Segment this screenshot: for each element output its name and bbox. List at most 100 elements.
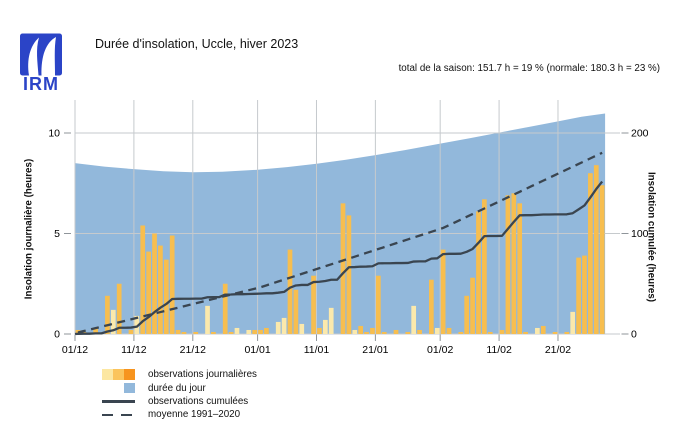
irm-logo-icon [20,33,62,76]
daily-observation-bar [564,331,570,334]
x-tick-label: 21/12 [180,344,206,356]
daily-observation-bar [375,275,381,334]
daily-observation-bar [134,315,140,334]
normal-mean-swatch-icon [102,413,136,417]
daily-observation-bar [588,173,593,334]
daily-observation-bar [476,211,481,334]
daily-observation-bar [281,317,287,334]
daily-observation-bar [328,307,334,334]
daily-observation-bar [487,331,493,334]
daily-observation-bar [352,329,358,334]
legend-label-cumulative-observations: observations cumulées [148,395,249,407]
legend-row-daily-observations: observations journalières [102,368,257,381]
daily-observation-bar [570,311,576,334]
daily-observation-bar [93,327,98,334]
cumulative-line-swatch-icon [102,400,136,403]
daily-observation-bar [446,327,452,334]
daily-observation-bar [482,199,487,334]
daily-observation-bar [175,329,181,334]
daily-observation-bar [228,331,234,334]
daily-observation-bar [358,325,364,334]
daily-observation-bar [440,249,446,334]
legend-label-day-length: durée du jour [148,382,206,394]
daily-observation-bar [146,251,151,334]
daily-observation-bar [429,279,434,334]
daily-observation-bar [464,295,470,334]
daily-observation-bar [470,277,475,334]
daily-observation-bar [299,323,305,334]
daily-observation-bar [140,225,146,334]
x-tick-label: 21/02 [545,344,571,356]
daily-observation-bar [582,255,587,334]
irm-logo-text: IRM [23,74,59,94]
daily-observation-bar [393,329,399,334]
cumulative-observations-line [74,180,604,336]
daily-observation-bar [499,329,505,334]
daily-observation-bar [434,327,440,334]
daily-observation-bar [152,233,157,334]
right-tick-label: 0 [631,329,637,341]
daily-observation-bar [287,249,293,334]
daily-observation-bar [340,203,346,334]
daily-observation-bar [322,319,328,334]
daily-observation-bar [110,309,116,334]
daily-observation-bar [593,165,599,334]
legend-row-normal-mean: moyenne 1991–2020 [102,408,257,421]
day-length-swatch-icon [102,382,136,394]
daily-observation-bar [252,329,257,334]
daily-observation-bar [411,305,417,334]
daily-observation-bar [264,327,269,334]
left-tick-label: 5 [54,228,60,240]
daily-observation-bar [163,259,169,334]
daily-observation-bar [181,331,187,334]
right-tick-label: 100 [631,228,649,240]
x-tick-label: 11/01 [304,344,330,356]
daily-observation-bar [458,331,464,334]
daily-observation-bar [505,195,511,334]
x-tick-label: 01/02 [427,344,453,356]
daily-observation-bar [205,305,210,334]
page-title: Durée d'insolation, Uccle, hiver 2023 [95,37,299,51]
chart-legend: observations journalières durée du jour … [102,368,257,422]
legend-row-cumulative-observations: observations cumulées [102,395,257,408]
x-tick-label: 11/12 [121,344,147,356]
daily-observation-bar [169,235,175,334]
x-tick-label: 11/02 [486,344,512,356]
daily-observation-bar [523,331,528,334]
daily-observation-bar [234,327,240,334]
left-axis-title: Insolation journalière (heures) [23,158,35,300]
daily-observation-bar [275,321,281,334]
daily-observation-bar [535,327,540,334]
daily-observation-bar [381,331,387,334]
daily-observation-bar [576,257,581,334]
x-tick-label: 01/01 [244,344,270,356]
daily-observation-bar [246,329,252,334]
daily-observation-bar [158,245,163,334]
normal-mean-line [77,151,603,334]
daily-observation-bar [599,185,605,334]
left-tick-label: 0 [54,329,60,341]
daily-observation-bar [211,331,216,334]
x-tick-label: 01/12 [62,344,88,356]
daily-observation-bar [552,331,558,334]
right-tick-label: 200 [631,128,649,140]
daily-observation-bar [540,325,546,334]
daily-bars-swatch-icon [102,369,136,380]
daily-observation-bar [405,331,411,334]
right-axis-title: Insolation cumulée (heures) [645,171,657,303]
daily-observation-bar [128,329,134,334]
daily-observation-bar [258,329,263,334]
daily-observation-bar [317,327,322,334]
left-tick-label: 10 [48,128,60,140]
daily-observation-bar [311,275,316,334]
daily-observation-bar [116,283,122,334]
daily-observation-bar [346,215,352,334]
legend-row-day-length: durée du jour [102,381,257,394]
legend-label-normal-mean: moyenne 1991–2020 [148,409,241,421]
season-total-annotation: total de la saison: 151.7 h = 19 % (norm… [398,63,660,74]
daily-observation-bar [511,193,517,334]
legend-label-daily-observations: observations journalières [148,369,257,381]
daily-observation-bar [222,283,228,334]
